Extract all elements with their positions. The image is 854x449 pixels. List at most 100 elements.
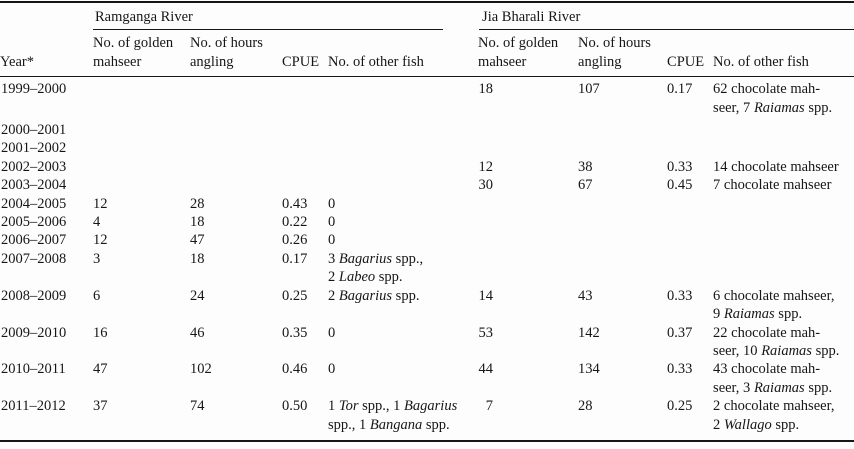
cell-year: 2007–2008 xyxy=(1,250,67,267)
cell-year: 2010–2011 xyxy=(1,361,66,378)
cell-year: 2008–2009 xyxy=(1,287,67,304)
cell-jia-golden-mahseer: 30 xyxy=(478,177,494,194)
cell-ram-hours-angling: 18 xyxy=(190,214,205,231)
cell-year: 2005–2006 xyxy=(1,214,67,231)
cell-jia-cpue: 0.25 xyxy=(667,398,693,415)
cell-ram-golden-mahseer: 4 xyxy=(93,214,101,231)
cell-jia-cpue xyxy=(667,121,713,139)
cell-jia-cpue: 0.33 xyxy=(667,287,693,304)
table-row: 2002–2003 12 38 0.33 14 chocolate mahseer xyxy=(0,158,854,176)
cell-ram-other-fish xyxy=(328,158,478,176)
cell-ram-cpue xyxy=(282,158,328,176)
cell-ram-other-fish: 1 Tor spp., 1 Bagarius spp., 1 Bangana sp… xyxy=(328,398,458,433)
cell-ram-golden-mahseer xyxy=(93,77,190,121)
cell-ram-cpue: 0.43 xyxy=(282,195,308,212)
cell-ram-cpue: 0.50 xyxy=(282,398,308,415)
group-header-jia-bharali: Jia Bharali River xyxy=(478,2,854,31)
table-row: 2001–2002 xyxy=(0,139,854,157)
cell-ram-other-fish: 0 xyxy=(328,195,336,212)
cell-ram-other-fish: 2 Bagarius spp. xyxy=(328,287,420,304)
cell-ram-hours-angling: 28 xyxy=(190,195,205,212)
ramganga-group-rule: Ramganga River xyxy=(93,3,444,31)
cell-jia-other-fish: 2 chocolate mahseer, 2 Wallago spp. xyxy=(713,398,835,433)
cell-jia-hours-angling: 28 xyxy=(578,398,593,415)
cell-jia-hours-angling xyxy=(578,139,667,157)
cell-year: 2003–2004 xyxy=(1,177,67,194)
cell-jia-other-fish: 7 chocolate mahseer xyxy=(713,177,832,194)
table-row: 2009–2010 16 46 0.35 0 53 142 0.37 22 chocolate … xyxy=(0,324,854,361)
ramganga-river-label: Ramganga River xyxy=(95,9,193,25)
cell-ram-hours-angling: 102 xyxy=(190,361,212,378)
cell-ram-cpue: 0.25 xyxy=(282,287,308,304)
cell-jia-hours-angling xyxy=(578,250,667,287)
cell-jia-golden-mahseer: 14 xyxy=(478,287,494,304)
table-header: Ramganga River Jia Bharali River Year* N… xyxy=(0,2,854,78)
cell-jia-golden-mahseer: 12 xyxy=(478,158,494,175)
cell-jia-golden-mahseer: 44 xyxy=(478,361,494,378)
cell-year: 2000–2001 xyxy=(1,122,67,139)
cell-jia-cpue: 0.33 xyxy=(667,158,693,175)
cell-jia-hours-angling: 134 xyxy=(578,361,600,378)
cell-jia-cpue: 0.17 xyxy=(667,81,693,98)
table-row: 2000–2001 xyxy=(0,121,854,139)
cell-jia-other-fish xyxy=(713,231,854,249)
cell-ram-other-fish: 3 Bagarius spp., 2 Labeo spp. xyxy=(328,250,424,286)
cell-ram-hours-angling: 47 xyxy=(190,232,205,249)
cell-jia-cpue: 0.37 xyxy=(667,324,693,341)
cell-ram-hours-angling: 74 xyxy=(190,398,205,415)
col-header-year: Year* xyxy=(0,30,93,78)
cell-jia-cpue xyxy=(667,139,713,157)
river-group-row: Ramganga River Jia Bharali River xyxy=(0,2,854,31)
cell-jia-hours-angling: 67 xyxy=(578,177,593,194)
jia-bharali-group-rule: Jia Bharali River xyxy=(479,3,854,31)
cell-ram-cpue: 0.17 xyxy=(282,250,308,267)
cell-jia-hours-angling xyxy=(578,195,667,213)
col-header-jia-other-fish: No. of other fish xyxy=(713,30,854,78)
col-header-jia-cpue: CPUE xyxy=(667,30,714,78)
cell-jia-other-fish: 62 chocolate mah-seer, 7 Raiamas spp. xyxy=(713,81,833,116)
cell-ram-hours-angling xyxy=(190,77,282,121)
cell-jia-hours-angling xyxy=(578,213,667,231)
cell-jia-other-fish: 6 chocolate mahseer, 9 Raiamas spp. xyxy=(713,287,835,323)
cell-jia-other-fish xyxy=(713,213,854,231)
cell-ram-golden-mahseer: 12 xyxy=(93,195,108,212)
cell-ram-golden-mahseer xyxy=(93,158,190,176)
cell-jia-cpue: 0.33 xyxy=(667,361,693,378)
cell-jia-golden-mahseer xyxy=(478,250,578,287)
cell-jia-other-fish: 43 chocolate mah-seer, 3 Raiamas spp. xyxy=(713,361,833,396)
cell-ram-hours-angling: 24 xyxy=(190,287,205,304)
cell-year: 2001–2002 xyxy=(1,140,67,157)
cell-ram-other-fish xyxy=(328,139,478,157)
cell-jia-hours-angling xyxy=(578,231,667,249)
cell-jia-golden-mahseer xyxy=(478,213,578,231)
cell-ram-other-fish: 0 xyxy=(328,232,336,249)
jia-bharali-river-label: Jia Bharali River xyxy=(482,9,581,25)
col-header-ram-golden-mahseer: No. of golden mahseer xyxy=(93,30,190,78)
cell-ram-golden-mahseer xyxy=(93,139,190,157)
cell-ram-hours-angling xyxy=(190,176,282,194)
cell-ram-cpue xyxy=(282,139,328,157)
cell-jia-other-fish xyxy=(713,195,854,213)
cell-jia-hours-angling: 38 xyxy=(578,158,593,175)
cell-jia-cpue xyxy=(667,250,713,287)
cell-jia-cpue xyxy=(667,213,713,231)
cell-ram-golden-mahseer xyxy=(93,121,190,139)
col-header-jia-hours-angling: No. of hours angling xyxy=(578,30,668,78)
cell-jia-hours-angling: 142 xyxy=(578,324,600,341)
cell-jia-golden-mahseer: 18 xyxy=(478,81,494,98)
cell-ram-hours-angling xyxy=(190,139,282,157)
table-row: 2011–2012 37 74 0.50 1 Tor spp., 1 Bagarius s… xyxy=(0,397,854,441)
table-row: 1999–2000 18 107 0.17 62 chocolate mah-seer,… xyxy=(0,77,854,121)
col-header-ram-other-fish: No. of other fish xyxy=(328,30,479,78)
cell-jia-cpue: 0.45 xyxy=(667,177,693,194)
cell-ram-golden-mahseer: 6 xyxy=(93,287,101,304)
cell-ram-other-fish xyxy=(328,121,478,139)
cell-jia-hours-angling: 43 xyxy=(578,287,593,304)
table-row: 2006–2007 12 47 0.26 0 xyxy=(0,231,854,249)
col-header-jia-golden-mahseer: No. of golden mahseer xyxy=(478,30,579,78)
cell-jia-golden-mahseer xyxy=(478,231,578,249)
cell-jia-hours-angling: 107 xyxy=(578,81,600,98)
table-row: 2005–2006 4 18 0.22 0 xyxy=(0,213,854,231)
cell-jia-golden-mahseer: 7 xyxy=(485,398,494,415)
cell-ram-hours-angling: 18 xyxy=(190,250,205,267)
